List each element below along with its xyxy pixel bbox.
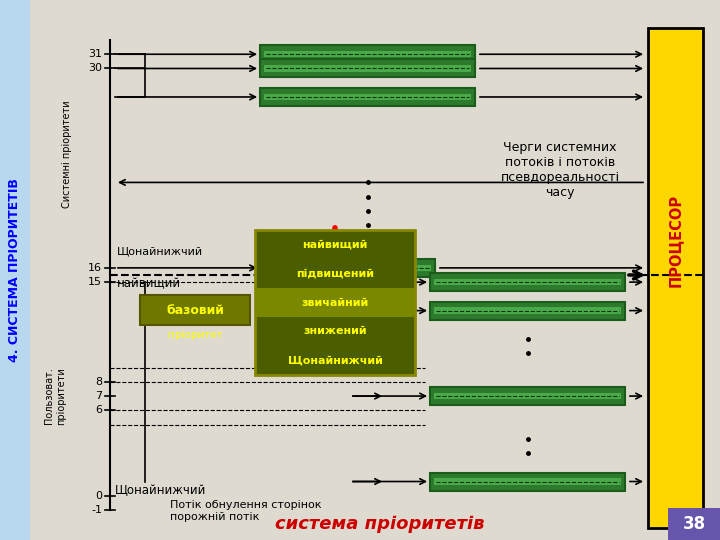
Text: пріоритет: пріоритет bbox=[168, 330, 222, 340]
Bar bbox=[264, 65, 471, 72]
Bar bbox=[430, 302, 625, 320]
Bar bbox=[0, 0, 30, 540]
Text: Щонайнижчий: Щонайнижчий bbox=[117, 246, 203, 256]
Bar bbox=[434, 279, 621, 285]
Bar bbox=[264, 94, 471, 100]
Bar bbox=[264, 265, 431, 271]
Text: підвищений: підвищений bbox=[296, 268, 374, 279]
Text: 7: 7 bbox=[95, 391, 102, 401]
Bar bbox=[140, 295, 250, 325]
Text: базовий: базовий bbox=[166, 303, 224, 316]
Text: 30: 30 bbox=[88, 64, 102, 73]
Bar bbox=[260, 88, 475, 106]
Bar bbox=[434, 393, 621, 399]
Text: Потік обнулення сторінок
порожній потік: Потік обнулення сторінок порожній потік bbox=[170, 500, 322, 522]
Text: система пріоритетів: система пріоритетів bbox=[275, 515, 485, 533]
Text: 6: 6 bbox=[95, 406, 102, 415]
Text: Пользоват.
пріоритети: Пользоват. пріоритети bbox=[44, 367, 66, 425]
Text: 15: 15 bbox=[88, 277, 102, 287]
Bar bbox=[430, 273, 625, 291]
Text: -1: -1 bbox=[91, 505, 102, 515]
Text: Щонайнижчий: Щонайнижчий bbox=[287, 355, 382, 366]
Text: 8: 8 bbox=[95, 377, 102, 387]
Text: найвищий: найвищий bbox=[117, 278, 181, 291]
Text: Щонайнижчий: Щонайнижчий bbox=[115, 484, 207, 497]
Text: найвищий: найвищий bbox=[302, 240, 368, 249]
Text: 31: 31 bbox=[88, 49, 102, 59]
Text: ПРОЦЕСОР: ПРОЦЕСОР bbox=[668, 193, 683, 287]
Text: Системні пріоритети: Системні пріоритети bbox=[62, 100, 72, 208]
Bar bbox=[255, 288, 415, 317]
Bar bbox=[648, 28, 703, 528]
Text: 38: 38 bbox=[683, 515, 706, 533]
Bar bbox=[255, 230, 415, 375]
Text: Черги системних
потоків і потоків
псевдореальності
часу: Черги системних потоків і потоків псевдо… bbox=[500, 141, 620, 199]
Text: 0: 0 bbox=[95, 491, 102, 501]
Bar bbox=[668, 508, 720, 540]
Bar bbox=[434, 478, 621, 485]
Bar bbox=[260, 59, 475, 77]
Bar bbox=[260, 259, 435, 277]
Bar bbox=[264, 51, 471, 57]
Bar bbox=[430, 387, 625, 405]
Text: 16: 16 bbox=[88, 263, 102, 273]
Text: звичайний: звичайний bbox=[302, 298, 369, 307]
Bar bbox=[430, 472, 625, 490]
Text: 4. СИСТЕМА ПРІОРИТЕТІВ: 4. СИСТЕМА ПРІОРИТЕТІВ bbox=[9, 178, 22, 362]
Bar bbox=[434, 307, 621, 314]
Bar bbox=[260, 45, 475, 63]
Text: знижений: знижений bbox=[303, 327, 366, 336]
